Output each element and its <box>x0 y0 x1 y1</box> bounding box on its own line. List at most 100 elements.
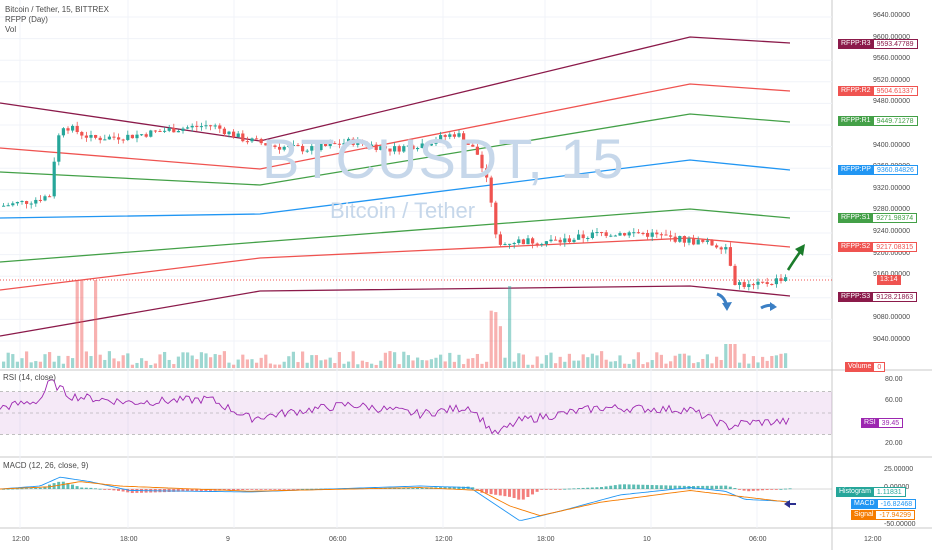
candle <box>549 239 553 242</box>
macd-histogram-bar <box>471 487 475 489</box>
candle <box>273 145 277 147</box>
rsi-pane[interactable] <box>0 379 832 435</box>
signal-badge-value: -17.94299 <box>876 510 915 520</box>
volume-bar <box>613 361 617 368</box>
candle <box>213 125 217 127</box>
macd-histogram-bar <box>443 487 447 489</box>
macd-histogram-bar <box>130 489 134 494</box>
volume-bar <box>471 358 475 368</box>
candle <box>664 234 668 236</box>
volume-bar <box>98 354 102 368</box>
rsi-badge-label: RSI <box>861 418 879 428</box>
volume-badge-value: 0 <box>874 362 886 372</box>
pivot-tag-value: 9217.08315 <box>873 242 918 252</box>
time-tick-label: 9 <box>226 536 230 543</box>
candle <box>531 238 535 244</box>
macd-title[interactable]: MACD (12, 26, close, 9) <box>3 461 89 470</box>
macd-histogram-bar <box>25 488 28 490</box>
volume-bar <box>278 364 282 368</box>
volume-bar <box>448 352 452 368</box>
candle <box>402 146 406 152</box>
volume-bar <box>149 364 153 368</box>
candle <box>784 277 788 281</box>
candle <box>595 232 599 234</box>
volume-bar <box>388 351 392 368</box>
macd-histogram-bar <box>305 488 309 490</box>
volume-bar <box>282 361 286 368</box>
candle <box>724 247 728 250</box>
candle <box>774 278 778 285</box>
candle <box>186 127 190 129</box>
volume-badge-label: Volume <box>845 362 875 372</box>
candle <box>747 284 751 288</box>
volume-bar <box>29 362 33 368</box>
volume-bar <box>232 364 236 368</box>
macd-histogram-bar <box>623 484 626 489</box>
candlesticks[interactable] <box>2 120 788 291</box>
pivot-tag-key: RFPP:S3 <box>838 292 874 302</box>
price-tick-label: 9080.00000 <box>873 314 910 322</box>
volume-bar <box>236 359 240 368</box>
time-tick-label: 18:00 <box>120 536 138 543</box>
pivot-tag-r1: RFPP:R1 9449.71278 <box>838 116 918 126</box>
indicator-legend[interactable]: RFPP (Day) <box>5 15 48 24</box>
macd-histogram-bar <box>406 487 410 489</box>
volume-bar <box>356 364 360 368</box>
candle <box>158 131 162 133</box>
pivot-tag-key: RFPP:R3 <box>838 39 874 49</box>
macd-histogram-bar <box>112 489 116 491</box>
volume-bar <box>305 362 309 368</box>
candle <box>172 128 176 133</box>
macd-histogram-bar <box>765 489 769 490</box>
volume-bar <box>176 356 180 368</box>
pivot-line-s1 <box>0 208 791 263</box>
candle <box>618 233 622 236</box>
symbol-legend[interactable]: Bitcoin / Tether, 15, BITTREX <box>5 5 109 14</box>
volume-bar <box>402 351 406 368</box>
candle <box>462 133 466 143</box>
macd-histogram-bar <box>581 487 585 489</box>
candle <box>255 138 259 140</box>
volume-bar <box>163 351 167 368</box>
macd-pane[interactable] <box>0 476 832 521</box>
pivot-tag-pp: RFPP:PP 9360.84826 <box>838 165 918 175</box>
candle <box>590 232 594 238</box>
candle <box>153 130 157 132</box>
macd-histogram-bar <box>439 487 442 489</box>
candle <box>117 137 121 140</box>
macd-histogram-bar <box>268 489 272 490</box>
candle <box>411 145 415 150</box>
rsi-tick-label: 20.00 <box>885 440 903 447</box>
macd-histogram-bar <box>29 488 33 489</box>
volume-bar <box>20 358 24 368</box>
volume-bar <box>314 355 318 368</box>
macd-histogram-bar <box>590 487 594 489</box>
volume-bar <box>94 280 98 368</box>
volume-legend[interactable]: Vol <box>5 25 17 34</box>
volume-bar <box>255 362 259 368</box>
candle <box>710 240 714 246</box>
candle <box>558 239 562 243</box>
candle <box>365 143 369 147</box>
candle <box>351 138 355 145</box>
candle <box>209 125 213 127</box>
candle <box>324 143 328 147</box>
rsi-tick-label: 60.00 <box>885 397 903 405</box>
pivot-tag-s2: RFPP:S2 9217.08315 <box>838 242 918 252</box>
rsi-title[interactable]: RSI (14, close) <box>3 373 56 382</box>
candle <box>636 232 640 234</box>
volume-bar <box>609 361 613 368</box>
volume-bar <box>406 355 410 368</box>
candle <box>94 134 98 138</box>
volume-bar <box>218 354 222 368</box>
volume-bar <box>103 359 107 368</box>
macd-histogram-bar <box>747 489 751 492</box>
volume-bar <box>301 351 305 368</box>
watermark-name: Bitcoin / Tether <box>330 198 476 223</box>
candle <box>204 125 208 127</box>
candle <box>20 201 24 203</box>
macd-histogram-bar <box>416 487 419 489</box>
macd-histogram-bar <box>715 485 718 489</box>
